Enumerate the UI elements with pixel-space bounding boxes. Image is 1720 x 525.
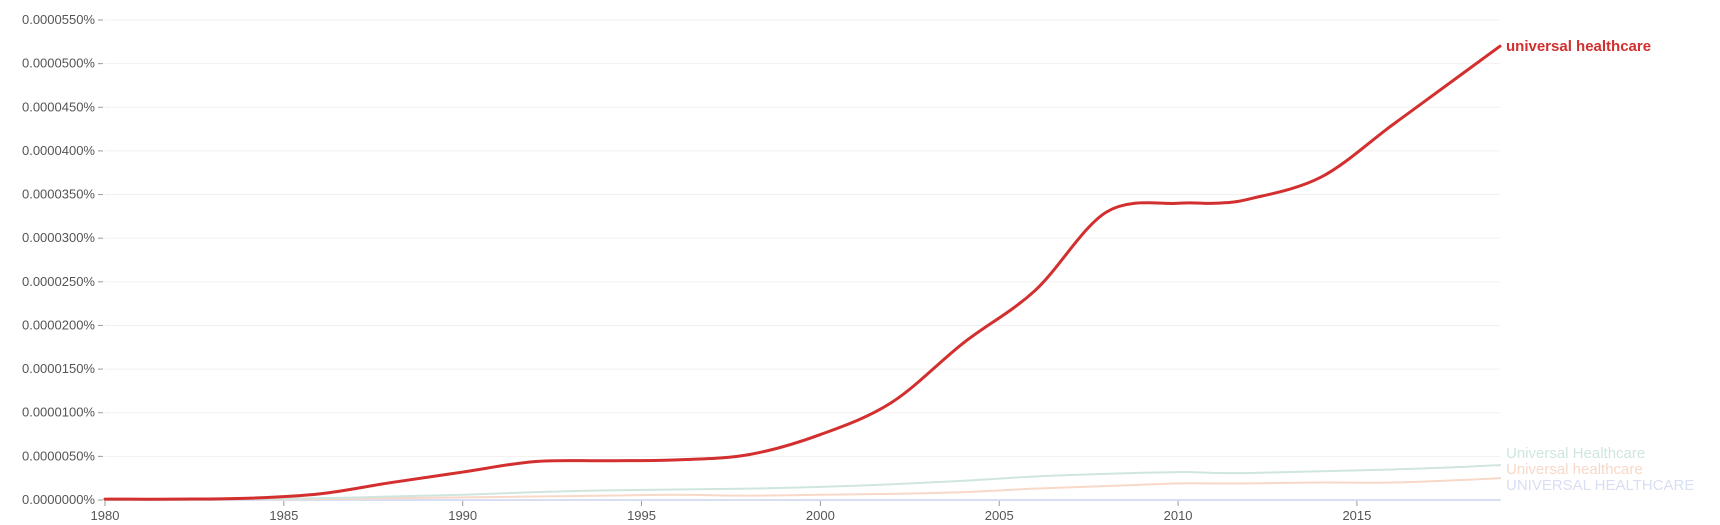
y-tick-label: 0.0000000% bbox=[22, 492, 95, 507]
series-line-universal-healthcare[interactable] bbox=[104, 477, 1501, 502]
series-label[interactable]: Universal healthcare bbox=[1506, 461, 1643, 478]
x-tick-label: 2005 bbox=[985, 508, 1014, 523]
series-label[interactable]: Universal Healthcare bbox=[1506, 445, 1645, 462]
x-tick-label: 1985 bbox=[269, 508, 298, 523]
y-tick-label: 0.0000500% bbox=[22, 56, 95, 71]
y-tick-label: 0.0000050% bbox=[22, 448, 95, 463]
y-tick-label: 0.0000250% bbox=[22, 274, 95, 289]
series-lines bbox=[103, 44, 1502, 502]
grid-lines bbox=[105, 19, 1500, 501]
axes: 0.0000000% 0.0000050% 0.0000100% 0.0000150%… bbox=[22, 12, 1371, 523]
x-tick-label: 2000 bbox=[806, 508, 835, 523]
series-label[interactable]: UNIVERSAL HEALTHCARE bbox=[1506, 477, 1694, 494]
y-tick-label: 0.0000300% bbox=[22, 230, 95, 245]
x-tick-label: 1995 bbox=[627, 508, 656, 523]
series-line-universal-healthcare[interactable] bbox=[103, 44, 1502, 501]
x-tick-label: 2015 bbox=[1342, 508, 1371, 523]
x-tick-label: 1990 bbox=[448, 508, 477, 523]
y-tick-label: 0.0000550% bbox=[22, 12, 95, 27]
series-label[interactable]: universal healthcare bbox=[1506, 38, 1651, 55]
y-tick-label: 0.0000450% bbox=[22, 99, 95, 114]
y-tick-label: 0.0000350% bbox=[22, 187, 95, 202]
x-tick-label: 1980 bbox=[91, 508, 120, 523]
series-line-universal-healthcare[interactable] bbox=[104, 464, 1501, 502]
y-tick-label: 0.0000150% bbox=[22, 361, 95, 376]
y-tick-label: 0.0000200% bbox=[22, 317, 95, 332]
y-tick-label: 0.0000400% bbox=[22, 143, 95, 158]
x-tick-label: 2010 bbox=[1164, 508, 1193, 523]
y-tick-label: 0.0000100% bbox=[22, 405, 95, 420]
series-labels: universal healthcare Universal Healthcare… bbox=[1506, 38, 1694, 494]
